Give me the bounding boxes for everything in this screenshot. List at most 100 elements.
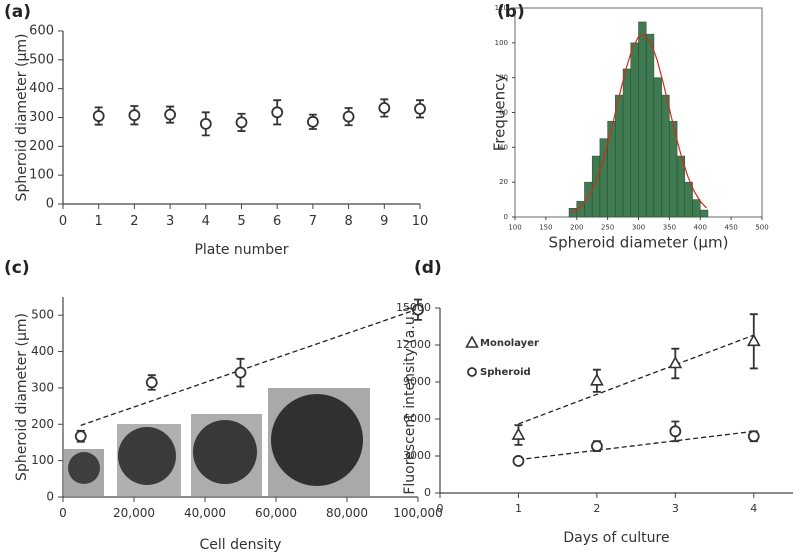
panel-label: (b) (497, 2, 525, 22)
y-tick-label: 0 (46, 197, 54, 212)
data-point (271, 106, 284, 119)
bar (568, 208, 577, 218)
spheroid (193, 420, 257, 484)
x-axis-label: Spheroid diameter (μm) (549, 234, 729, 252)
x-tick-label: 3 (672, 502, 679, 515)
data-point (378, 102, 391, 114)
panel-label: (c) (4, 258, 30, 278)
bar (692, 199, 701, 218)
bar (645, 33, 655, 218)
x-axis-label: Days of culture (563, 530, 669, 546)
data-point (511, 427, 526, 440)
data-point (306, 115, 319, 128)
y-tick-label: 12000 (396, 338, 431, 351)
panel-label: (d) (414, 258, 442, 278)
y-tick-label: 60 (499, 109, 508, 117)
data-point (145, 376, 158, 389)
data-point (164, 108, 177, 121)
legend-marker (465, 335, 479, 348)
x-tick-label: 350 (663, 224, 676, 232)
data-point (234, 366, 247, 379)
y-tick-label: 6000 (403, 412, 431, 425)
x-tick-label: 400 (694, 224, 707, 232)
x-tick-label: 0 (59, 506, 67, 520)
bar (700, 209, 709, 218)
data-point (747, 430, 760, 443)
legend-marker (467, 367, 477, 377)
x-tick-label: 4 (202, 214, 210, 229)
y-tick-label: 200 (29, 139, 54, 154)
spheroid (271, 394, 363, 486)
y-tick-label: 100 (29, 168, 54, 183)
y-tick-label: 300 (31, 380, 54, 394)
bar (661, 94, 670, 218)
data-point (590, 373, 604, 386)
x-tick-label: 450 (724, 224, 737, 232)
x-tick-label: 2 (130, 214, 138, 229)
data-point (590, 440, 603, 453)
y-tick-label: 15000 (396, 301, 431, 314)
y-tick-label: 20 (499, 178, 508, 186)
x-tick-label: 40,000 (184, 506, 226, 520)
y-tick-label: 0 (424, 486, 431, 499)
x-tick-label: 20,000 (113, 506, 155, 520)
spheroid (118, 427, 176, 485)
legend-label: Monolayer (480, 338, 539, 349)
data-point (668, 355, 683, 369)
x-axis-label: Cell density (200, 537, 282, 553)
y-tick-label: 0 (46, 490, 54, 504)
y-tick-label: 100 (495, 39, 508, 47)
y-tick-label: 500 (31, 308, 54, 322)
legend-label: Spheroid (480, 367, 531, 378)
x-tick-label: 1 (515, 502, 522, 515)
trend-line (518, 430, 754, 461)
fit-curve (570, 33, 707, 214)
y-tick-label: 9000 (403, 375, 431, 388)
x-tick-label: 4 (750, 502, 757, 515)
y-tick-label: 120 (495, 4, 508, 12)
y-tick-label: 600 (29, 24, 54, 39)
y-tick-label: 500 (29, 52, 54, 67)
x-tick-label: 80,000 (326, 506, 368, 520)
data-point (199, 117, 212, 130)
x-tick-label: 60,000 (255, 506, 297, 520)
x-tick-label: 0 (437, 502, 444, 515)
x-tick-label: 8 (344, 214, 352, 229)
x-tick-label: 2 (593, 502, 600, 515)
x-tick-label: 500 (755, 224, 768, 232)
x-tick-label: 5 (237, 214, 245, 229)
x-tick-label: 10 (412, 214, 429, 229)
bar (684, 181, 693, 218)
y-tick-label: 3000 (403, 449, 431, 462)
trend-line (518, 334, 755, 425)
y-tick-label: 400 (29, 81, 54, 96)
x-axis-label: Plate number (194, 242, 288, 258)
x-tick-label: 6 (273, 214, 281, 229)
bar (607, 120, 616, 218)
x-tick-label: 100 (508, 224, 521, 232)
bar (653, 77, 662, 218)
trend-line (80, 308, 419, 426)
x-tick-label: 3 (166, 214, 174, 229)
x-tick-label: 200 (570, 224, 583, 232)
cell-images (64, 388, 370, 496)
data-point (74, 430, 87, 443)
x-tick-label: 7 (309, 214, 317, 229)
y-axis-label: Fluorescent intensity (a.u.) (402, 306, 418, 494)
x-tick-label: 250 (601, 224, 614, 232)
data-point (412, 303, 424, 316)
y-tick-label: 100 (31, 453, 54, 467)
bar (615, 94, 624, 218)
data-point (746, 333, 761, 347)
data-point (512, 455, 525, 467)
y-tick-label: 400 (31, 344, 54, 358)
y-tick-label: 300 (29, 110, 54, 125)
panel-label: (a) (4, 2, 31, 22)
x-tick-label: 150 (539, 224, 552, 232)
x-tick-label: 100,000 (393, 506, 443, 520)
y-tick-label: 40 (499, 143, 508, 151)
y-axis-label: Frequency (491, 74, 509, 152)
x-tick-label: 0 (59, 214, 67, 229)
data-point (235, 116, 248, 129)
